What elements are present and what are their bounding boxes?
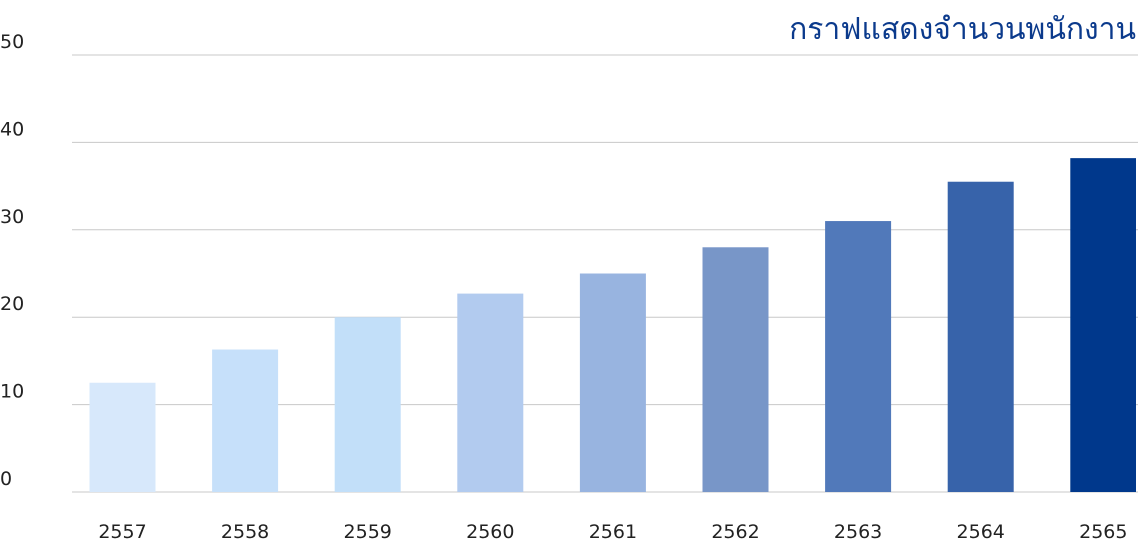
bar-2557 <box>89 382 156 492</box>
bar-2563 <box>825 221 892 492</box>
bars <box>89 158 1136 493</box>
bar-2564 <box>947 181 1014 493</box>
bar-2559 <box>334 317 401 492</box>
bar-2565 <box>1070 158 1136 492</box>
y-tick-label: 40 <box>0 118 24 140</box>
x-tick-label: 2561 <box>589 521 637 541</box>
y-tick-label: 30 <box>0 206 24 228</box>
x-axis-ticks: 2557 2558 2559 2560 2561 2562 2563 2564 2565 <box>98 521 1127 543</box>
bar-2558 <box>212 349 279 492</box>
x-tick-label: 2563 <box>834 521 882 541</box>
x-tick-label: 2560 <box>466 521 514 541</box>
y-tick-label: 0 <box>0 468 12 490</box>
bar-2561 <box>579 273 646 492</box>
bar-2562 <box>702 247 769 492</box>
y-tick-label: 20 <box>0 293 24 315</box>
x-tick-label: 2558 <box>221 521 269 541</box>
x-tick-label: 2564 <box>957 521 1005 541</box>
bar-2560 <box>457 293 524 492</box>
y-tick-label: 10 <box>0 381 24 403</box>
chart-title: กราฟแสดงจำนวนพนักงาน <box>789 12 1136 47</box>
x-tick-label: 2565 <box>1079 521 1127 541</box>
y-axis-ticks: 0 10 20 30 40 50 <box>0 31 24 490</box>
y-tick-label: 50 <box>0 31 24 53</box>
x-tick-label: 2557 <box>98 521 146 541</box>
x-tick-label: 2559 <box>344 521 392 541</box>
x-tick-label: 2562 <box>711 521 759 541</box>
